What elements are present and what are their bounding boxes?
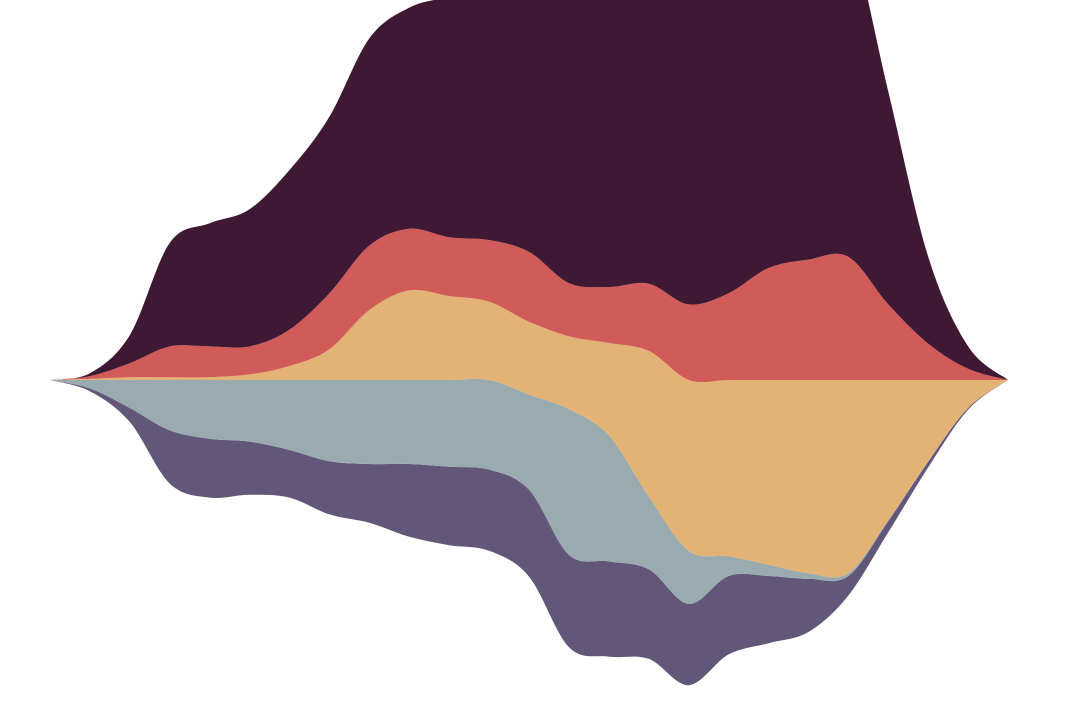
stream-layer-3 (50, 289, 1008, 578)
stream-layer-4 (50, 228, 1008, 383)
stream-layer-2 (50, 378, 1008, 605)
stream-layer-5 (50, 0, 1008, 380)
stream-layer-1 (50, 380, 1008, 686)
